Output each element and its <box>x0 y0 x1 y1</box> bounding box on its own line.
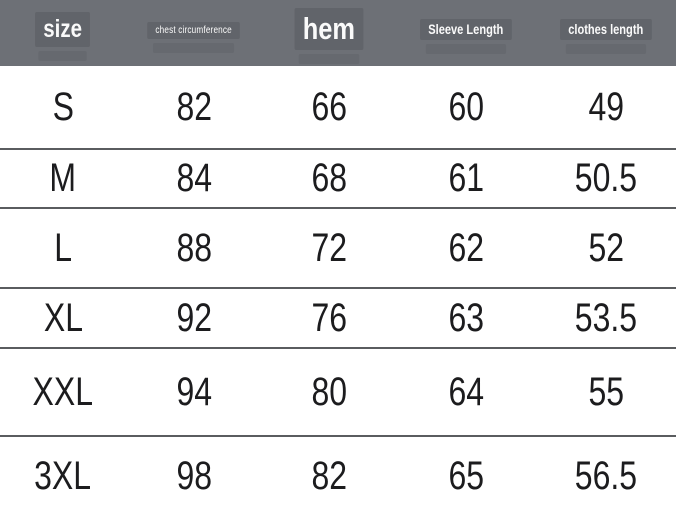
sleeve-value: 60 <box>448 84 484 129</box>
size-cell: S <box>0 66 126 149</box>
size-value: M <box>49 156 77 200</box>
column-header-sleeve-length: Sleeve Length <box>396 0 536 66</box>
clothes-cell: 56.5 <box>536 436 676 508</box>
size-value: 3XL <box>34 454 92 498</box>
size-cell: XXL <box>0 348 126 436</box>
column-header-clothes-length: clothes length <box>536 0 676 66</box>
clothes-value: 56.5 <box>574 454 638 498</box>
chest-value: 82 <box>176 84 212 129</box>
column-header-clothes-length-label: clothes length <box>560 18 652 54</box>
sleeve-value: 62 <box>448 225 484 270</box>
clothes-cell: 55 <box>536 348 676 436</box>
table-row-s: S 82 66 60 49 <box>0 66 676 149</box>
table-row-m: M 84 68 61 50.5 <box>0 149 676 208</box>
size-value: XXL <box>32 369 94 414</box>
sleeve-cell: 63 <box>396 288 536 348</box>
hem-cell: 68 <box>262 149 396 208</box>
hem-cell: 72 <box>262 208 396 288</box>
clothes-value: 49 <box>588 84 624 129</box>
chest-cell: 92 <box>126 288 262 348</box>
table-row-xl: XL 92 76 63 53.5 <box>0 288 676 348</box>
hem-value: 72 <box>311 225 347 270</box>
clothes-value: 50.5 <box>574 156 638 200</box>
chest-value: 84 <box>176 156 212 200</box>
size-value: S <box>52 84 74 129</box>
sleeve-cell: 65 <box>396 436 536 508</box>
size-value: L <box>54 225 72 270</box>
column-header-hem-label: hem <box>294 8 364 64</box>
size-cell: L <box>0 208 126 288</box>
hem-cell: 80 <box>262 348 396 436</box>
chest-cell: 94 <box>126 348 262 436</box>
hem-cell: 76 <box>262 288 396 348</box>
chest-value: 94 <box>176 369 212 414</box>
column-header-sleeve-length-label: Sleeve Length <box>420 18 512 54</box>
sleeve-value: 65 <box>448 454 484 498</box>
clothes-cell: 53.5 <box>536 288 676 348</box>
clothes-cell: 52 <box>536 208 676 288</box>
sleeve-cell: 61 <box>396 149 536 208</box>
hem-cell: 66 <box>262 66 396 149</box>
chest-value: 98 <box>176 454 212 498</box>
column-header-size: size <box>0 0 126 66</box>
hem-value: 82 <box>311 454 347 498</box>
sleeve-cell: 62 <box>396 208 536 288</box>
chest-value: 88 <box>176 225 212 270</box>
clothes-value: 52 <box>588 225 624 270</box>
hem-value: 66 <box>311 84 347 129</box>
table-row-xxl: XXL 94 80 64 55 <box>0 348 676 436</box>
sleeve-value: 63 <box>448 295 484 340</box>
chest-cell: 98 <box>126 436 262 508</box>
sleeve-cell: 60 <box>396 66 536 149</box>
size-value: XL <box>43 295 83 340</box>
column-header-hem: hem <box>262 0 396 66</box>
sleeve-cell: 64 <box>396 348 536 436</box>
hem-value: 68 <box>311 156 347 200</box>
chest-cell: 82 <box>126 66 262 149</box>
clothes-cell: 50.5 <box>536 149 676 208</box>
hem-value: 80 <box>311 369 347 414</box>
chest-cell: 88 <box>126 208 262 288</box>
chest-cell: 84 <box>126 149 262 208</box>
size-cell: XL <box>0 288 126 348</box>
column-header-size-label: size <box>35 11 91 61</box>
header-row: size chest circumference hem Sleeve Leng… <box>0 0 676 66</box>
size-cell: 3XL <box>0 436 126 508</box>
table-row-3xl: 3XL 98 82 65 56.5 <box>0 436 676 508</box>
sleeve-value: 61 <box>448 156 484 200</box>
chest-value: 92 <box>176 295 212 340</box>
clothes-cell: 49 <box>536 66 676 149</box>
sleeve-value: 64 <box>448 369 484 414</box>
clothes-value: 53.5 <box>574 295 638 340</box>
hem-value: 76 <box>311 295 347 340</box>
column-header-chest-circumference-label: chest circumference <box>147 21 241 53</box>
size-cell: M <box>0 149 126 208</box>
clothes-value: 55 <box>588 369 624 414</box>
hem-cell: 82 <box>262 436 396 508</box>
column-header-chest-circumference: chest circumference <box>126 0 262 66</box>
table-row-l: L 88 72 62 52 <box>0 208 676 288</box>
